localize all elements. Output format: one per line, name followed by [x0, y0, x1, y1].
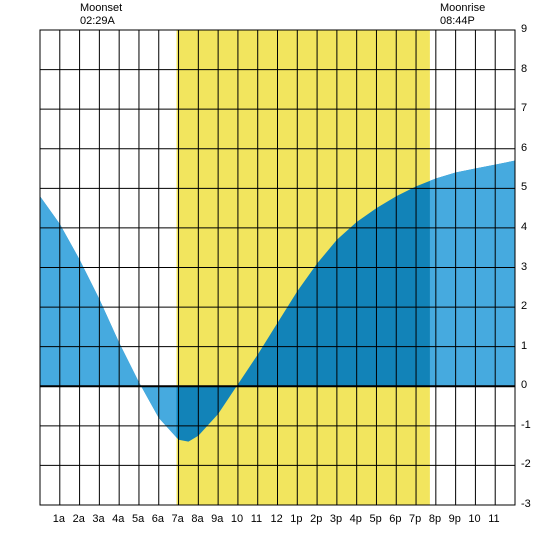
x-tick-label: 9a	[211, 513, 223, 525]
x-tick-label: 5a	[132, 513, 144, 525]
x-tick-label: 10	[468, 513, 480, 525]
x-tick-label: 4p	[350, 513, 362, 525]
tide-chart: Moonset 02:29A Moonrise 08:44P -3-2-1012…	[0, 0, 550, 550]
y-tick-label: 1	[521, 340, 527, 352]
x-tick-label: 5p	[369, 513, 381, 525]
y-tick-label: 8	[521, 63, 527, 75]
y-tick-label: -3	[521, 498, 531, 510]
x-tick-label: 9p	[449, 513, 461, 525]
y-tick-label: 5	[521, 181, 527, 193]
x-tick-label: 8p	[429, 513, 441, 525]
x-tick-label: 7a	[172, 513, 184, 525]
x-tick-label: 11	[488, 513, 499, 525]
x-tick-label: 10	[231, 513, 243, 525]
x-tick-label: 6a	[152, 513, 164, 525]
x-tick-label: 6p	[389, 513, 401, 525]
x-tick-label: 7p	[409, 513, 421, 525]
x-tick-label: 8a	[191, 513, 203, 525]
y-tick-label: 3	[521, 261, 527, 273]
y-tick-label: 4	[521, 221, 527, 233]
x-tick-label: 12	[271, 513, 283, 525]
x-tick-label: 2p	[310, 513, 322, 525]
x-tick-label: 4a	[112, 513, 124, 525]
y-tick-label: -2	[521, 458, 531, 470]
x-tick-label: 11	[251, 513, 262, 525]
y-tick-label: 9	[521, 23, 527, 35]
y-tick-label: -1	[521, 419, 531, 431]
y-tick-label: 7	[521, 102, 527, 114]
y-tick-label: 6	[521, 142, 527, 154]
y-tick-label: 2	[521, 300, 527, 312]
y-tick-label: 0	[521, 379, 527, 391]
x-tick-label: 3a	[92, 513, 104, 525]
x-tick-label: 1p	[290, 513, 302, 525]
chart-svg	[0, 0, 550, 550]
x-tick-label: 1a	[53, 513, 65, 525]
x-tick-label: 3p	[330, 513, 342, 525]
x-tick-label: 2a	[73, 513, 85, 525]
